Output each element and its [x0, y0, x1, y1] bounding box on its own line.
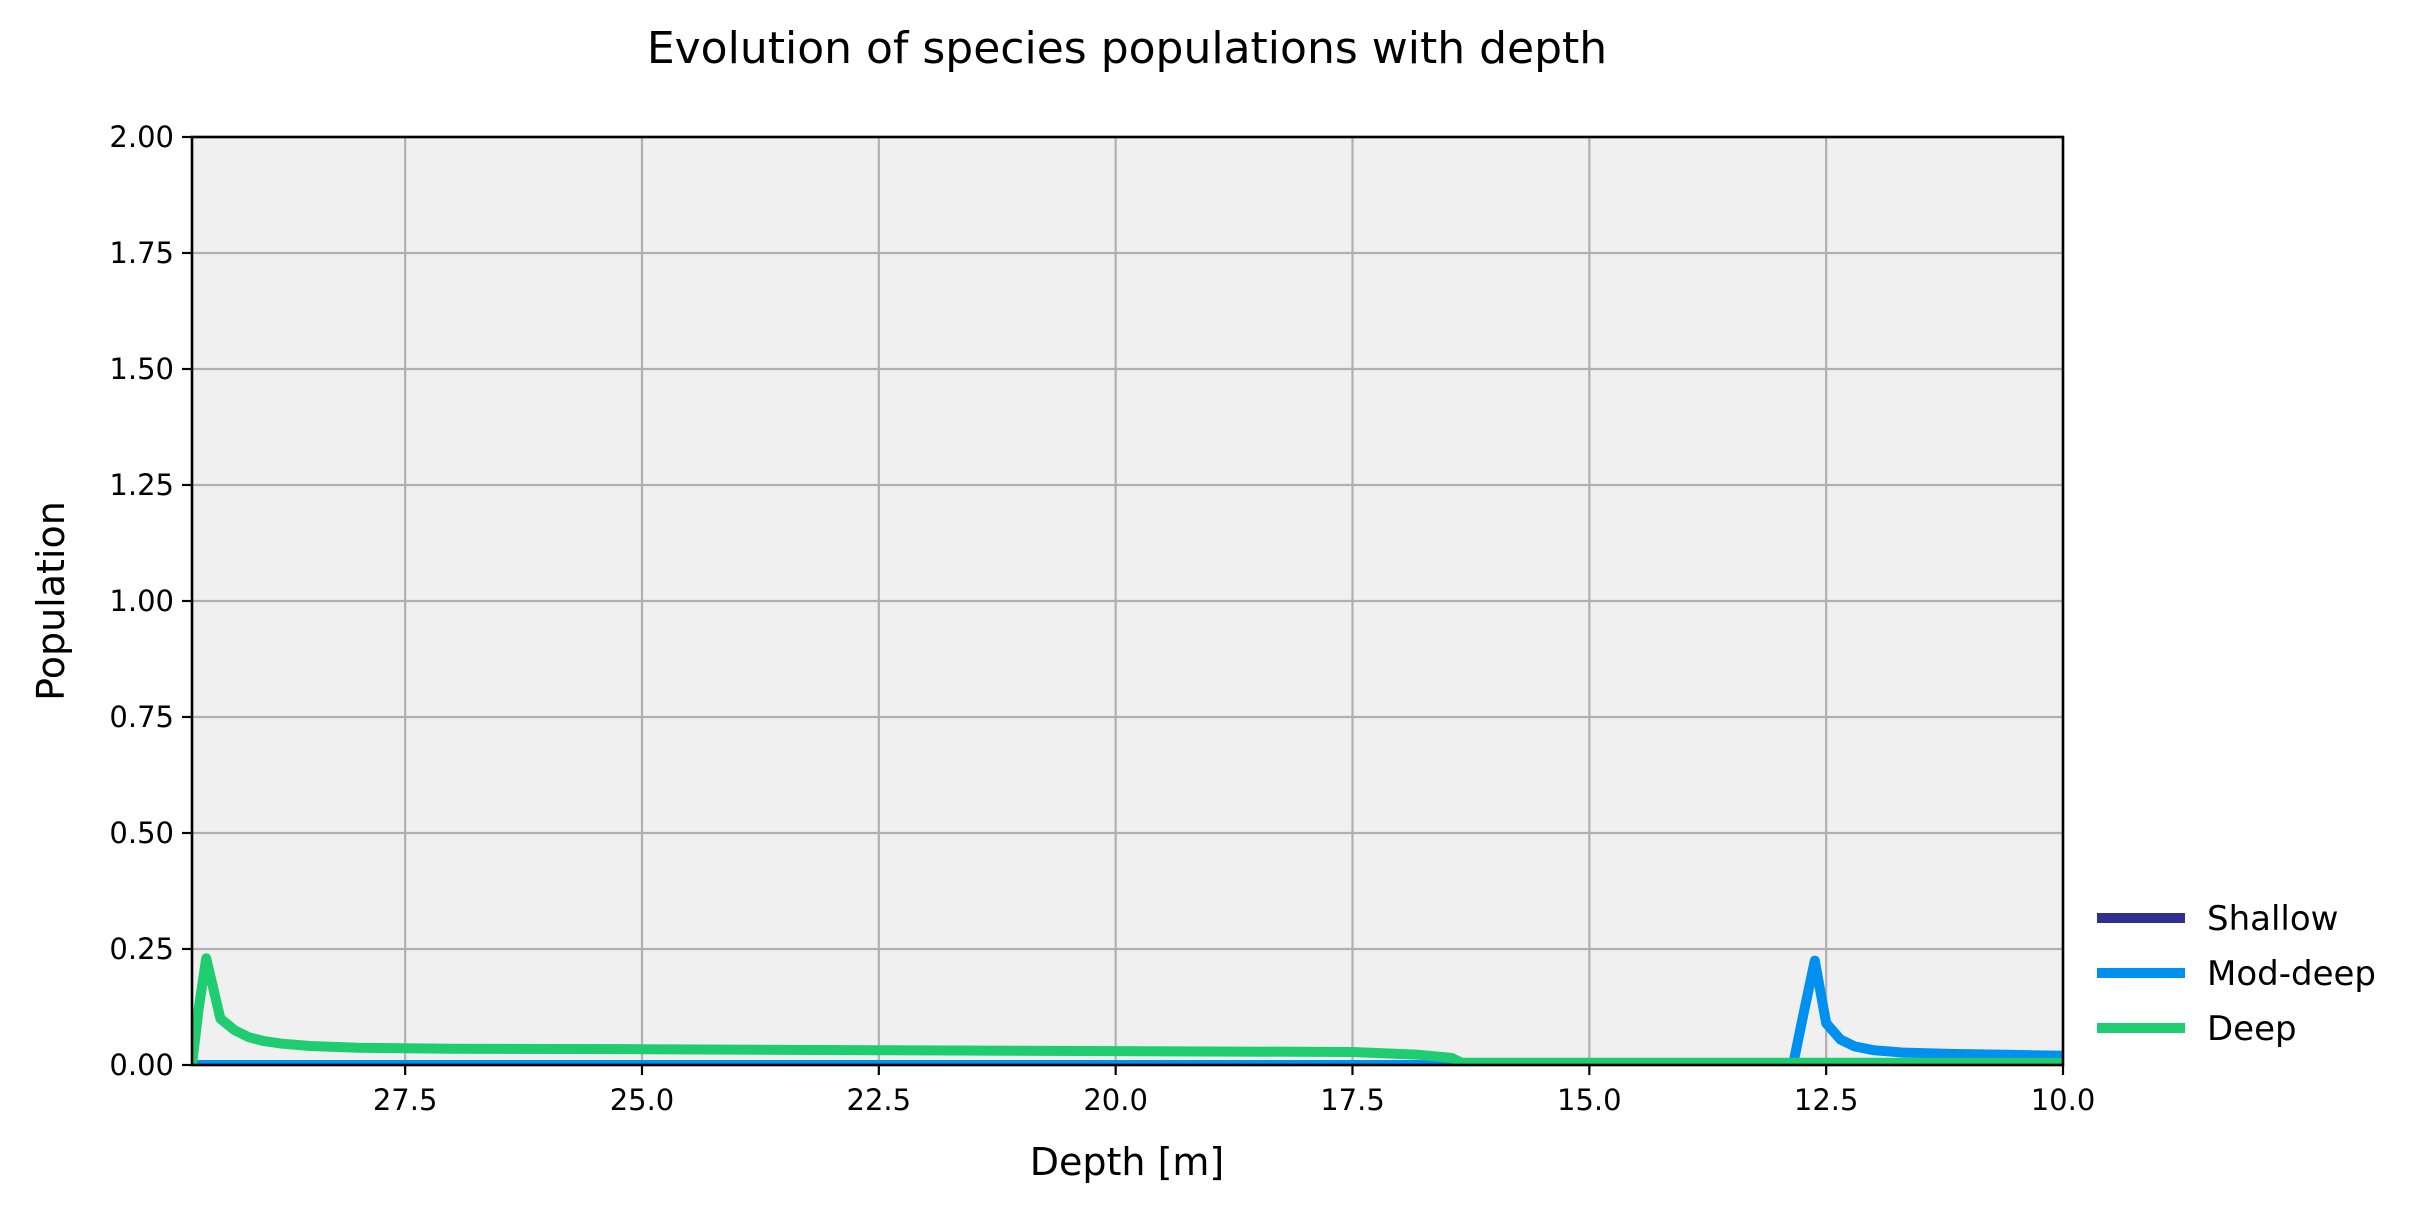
- series-line-deep: [192, 953, 2063, 1065]
- x-tick-label: 27.5: [373, 1083, 438, 1117]
- y-tick-label: 0.25: [109, 932, 174, 966]
- y-tick-label: 0.75: [109, 700, 174, 734]
- y-tick-label: 2.00: [109, 120, 174, 154]
- y-tick-label: 1.75: [109, 236, 174, 270]
- legend-label-mod-deep: Mod-deep: [2207, 954, 2376, 994]
- legend: Shallow Mod-deep Deep: [2097, 899, 2376, 1049]
- x-tick-label: 15.0: [1557, 1083, 1622, 1117]
- y-axis-ticks: 0.00 0.25 0.50 0.75 1.00 1.25 1.50 1.75 2.00: [109, 120, 192, 1082]
- series-line-mod-deep: [192, 955, 2063, 1065]
- y-axis-label: Population: [29, 501, 73, 701]
- x-axis-ticks: 27.5 25.0 22.5 20.0 17.5 15.0 12.5 10.0: [373, 1065, 2095, 1117]
- legend-label-shallow: Shallow: [2207, 899, 2338, 939]
- x-tick-label: 12.5: [1794, 1083, 1859, 1117]
- x-tick-label: 17.5: [1320, 1083, 1385, 1117]
- y-tick-label: 1.25: [109, 468, 174, 502]
- x-axis-label: Depth [m]: [1030, 1140, 1225, 1184]
- y-tick-label: 1.50: [109, 352, 174, 386]
- chart-title: Evolution of species populations with de…: [647, 23, 1607, 74]
- series-lines: [192, 953, 2063, 1065]
- y-tick-label: 1.00: [109, 584, 174, 618]
- legend-label-deep: Deep: [2207, 1009, 2297, 1049]
- x-tick-label: 20.0: [1083, 1083, 1148, 1117]
- x-tick-label: 22.5: [847, 1083, 912, 1117]
- x-tick-label: 10.0: [2031, 1083, 2096, 1117]
- y-tick-label: 0.00: [109, 1048, 174, 1082]
- y-tick-label: 0.50: [109, 816, 174, 850]
- x-tick-label: 25.0: [610, 1083, 675, 1117]
